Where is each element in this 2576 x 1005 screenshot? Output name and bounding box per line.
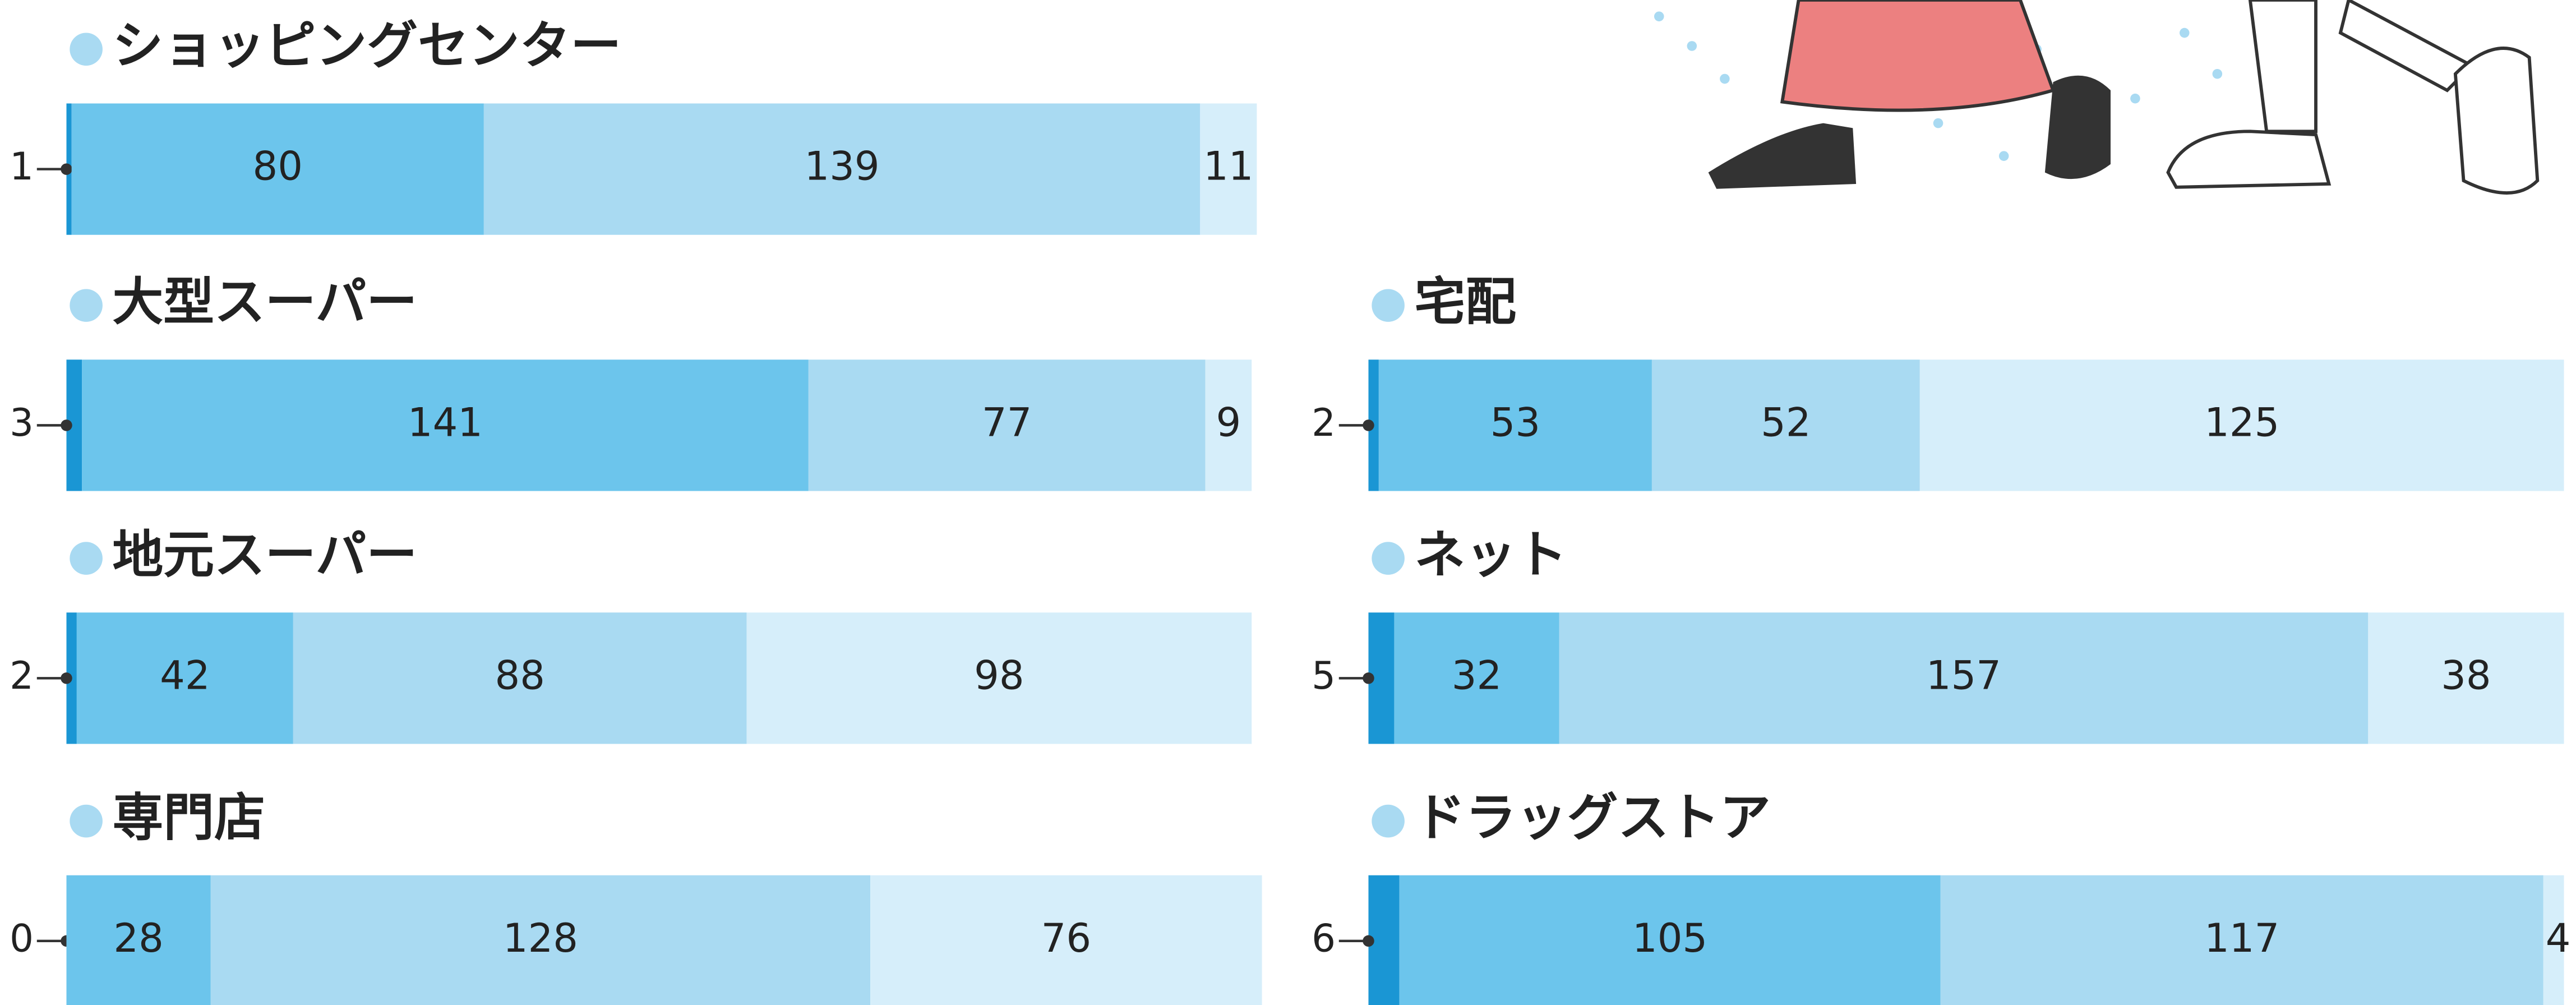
leader-dot bbox=[1363, 419, 1374, 431]
panel-title: 地元スーパー bbox=[112, 525, 417, 584]
leader-dot bbox=[61, 672, 72, 684]
value-label: 53 bbox=[1490, 399, 1540, 445]
value-label: 157 bbox=[1926, 652, 2001, 698]
value-label: 3 bbox=[10, 400, 34, 445]
value-label: 139 bbox=[805, 144, 880, 190]
value-label: 28 bbox=[113, 915, 163, 961]
chart: ショッピングセンター18013911大型スーパー3141779地元スーパー242… bbox=[0, 0, 2576, 1005]
value-label: 5 bbox=[1312, 653, 1336, 698]
panel-title: ショッピングセンター bbox=[112, 17, 621, 76]
value-label: 52 bbox=[1761, 399, 1811, 445]
value-label: 11 bbox=[1203, 144, 1253, 190]
value-label: 1 bbox=[10, 144, 34, 188]
value-label: 2 bbox=[10, 653, 34, 698]
title-dot bbox=[70, 289, 103, 322]
title-dot bbox=[1372, 289, 1405, 322]
value-label: 125 bbox=[2204, 399, 2279, 445]
value-label: 6 bbox=[1312, 916, 1336, 960]
value-label: 141 bbox=[408, 399, 483, 445]
panel-title: 専門店 bbox=[112, 789, 265, 847]
value-label: 4 bbox=[2546, 915, 2571, 961]
value-label: 128 bbox=[503, 915, 578, 961]
title-dot bbox=[1372, 542, 1405, 575]
title-dot bbox=[70, 805, 103, 838]
value-label: 88 bbox=[495, 652, 544, 698]
title-dot bbox=[70, 542, 103, 575]
value-label: 80 bbox=[253, 144, 303, 190]
leader-dot bbox=[61, 419, 72, 431]
title-dot bbox=[1372, 805, 1405, 838]
leader-dot bbox=[1363, 672, 1374, 684]
value-label: 77 bbox=[982, 399, 1032, 445]
panel-title: 宅配 bbox=[1414, 273, 1516, 332]
value-label: 0 bbox=[10, 916, 34, 960]
value-label: 2 bbox=[1312, 400, 1336, 445]
value-label: 32 bbox=[1452, 652, 1502, 698]
illustration bbox=[1654, 0, 2537, 193]
page: ショッピングセンター18013911大型スーパー3141779地元スーパー242… bbox=[0, 0, 2576, 1005]
value-label: 38 bbox=[2441, 652, 2491, 698]
title-dot bbox=[70, 33, 103, 66]
value-label: 9 bbox=[1216, 399, 1241, 445]
value-label: 98 bbox=[974, 652, 1024, 698]
panel-title: ドラッグストア bbox=[1414, 789, 1770, 847]
leader-dot bbox=[1363, 935, 1374, 947]
value-label: 105 bbox=[1632, 915, 1707, 961]
value-label: 76 bbox=[1041, 915, 1091, 961]
leader-dot bbox=[61, 163, 72, 174]
value-label: 117 bbox=[2204, 915, 2279, 961]
panel-title: ネット bbox=[1414, 525, 1567, 584]
value-label: 42 bbox=[160, 652, 210, 698]
panel-title: 大型スーパー bbox=[112, 273, 417, 332]
